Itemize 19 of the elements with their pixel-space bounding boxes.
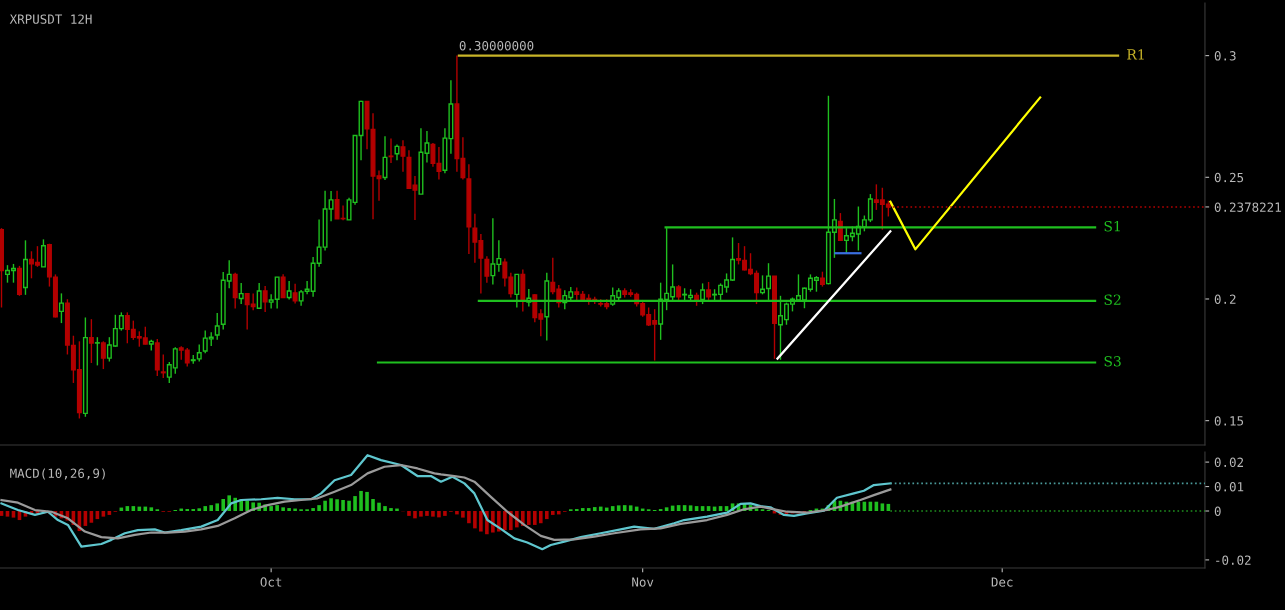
text: XRPUSDT 12H [9, 14, 92, 24]
y-tick-label: -0.02 [1216, 555, 1251, 565]
y-tick-label: 0.25 [1214, 172, 1244, 183]
y-tick-label: 0 [1214, 506, 1221, 516]
y-tick-label: 0.2378221 [1214, 202, 1281, 212]
x-tick-label: Dec [991, 577, 1013, 587]
y-tick-label: 0.02 [1214, 457, 1244, 468]
text: MACD(10,26,9) [10, 468, 105, 480]
series-label: R1 [1127, 49, 1144, 60]
series-label: S2 [1104, 294, 1121, 305]
x-tick-label: Nov [632, 577, 654, 587]
y-tick-label: 0.15 [1214, 416, 1244, 426]
x-tick-label: Oct [260, 577, 282, 587]
series-label: S1 [1104, 220, 1120, 232]
y-tick-label: 0.3 [1214, 51, 1236, 61]
y-tick-label: 0.01 [1214, 482, 1244, 492]
series-label: S3 [1104, 356, 1121, 367]
y-tick-label: 0.2 [1214, 294, 1236, 304]
annotation: 0.30000000 [459, 40, 534, 51]
